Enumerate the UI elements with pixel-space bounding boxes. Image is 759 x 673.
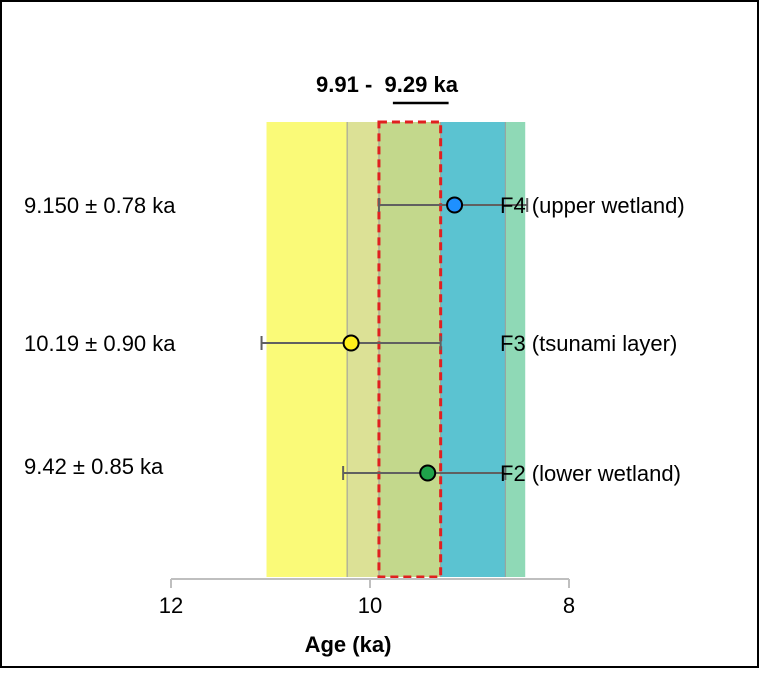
age-point bbox=[342, 334, 360, 352]
age-band bbox=[505, 122, 526, 577]
age-point bbox=[419, 464, 437, 482]
x-tick-label: 12 bbox=[159, 593, 183, 618]
unit-name-label: F2 (lower wetland) bbox=[500, 461, 681, 486]
x-tick-label: 8 bbox=[563, 593, 575, 618]
labels-layer: 9.150 ± 0.78 ka F4 (upper wetland) 10.19 ±… bbox=[24, 193, 685, 486]
x-axis-label: Age (ka) bbox=[305, 632, 392, 657]
age-value-label: 9.150 ± 0.78 ka bbox=[24, 193, 176, 218]
x-tick-label: 10 bbox=[358, 593, 382, 618]
age-point bbox=[446, 196, 464, 214]
age-band bbox=[266, 122, 348, 577]
unit-name-label: F4 (upper wetland) bbox=[500, 193, 685, 218]
chart-title: 9.91 - 9.29 ka bbox=[316, 72, 459, 97]
age-value-label: 10.19 ± 0.90 ka bbox=[24, 331, 176, 356]
age-band bbox=[440, 122, 506, 577]
points-layer bbox=[260, 196, 529, 482]
x-axis: 12 10 8 bbox=[159, 578, 575, 618]
age-band bbox=[378, 122, 441, 577]
band-layer bbox=[266, 122, 526, 577]
unit-name-label: F3 (tsunami layer) bbox=[500, 331, 677, 356]
age-value-label: 9.42 ± 0.85 ka bbox=[24, 454, 164, 479]
